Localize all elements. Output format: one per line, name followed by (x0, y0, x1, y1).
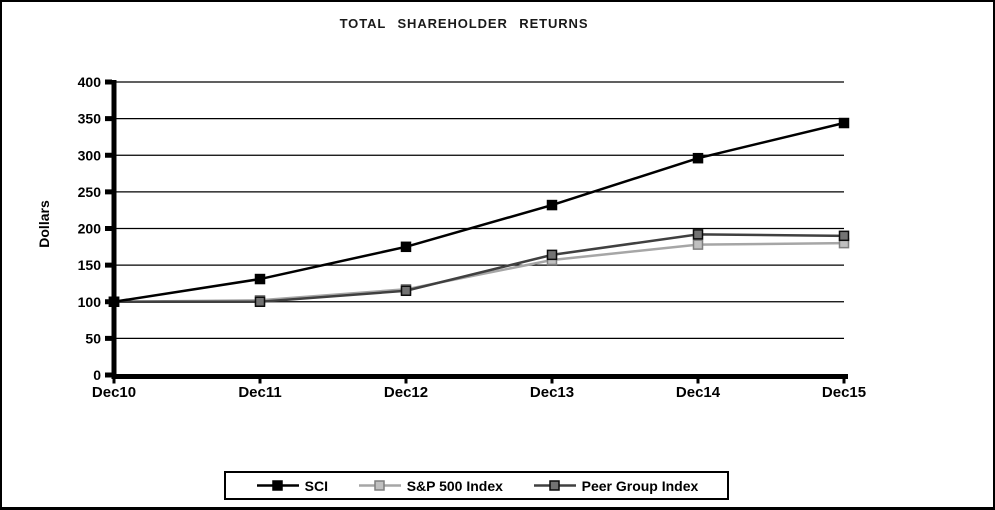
x-tick-label-Dec11: Dec11 (238, 384, 281, 401)
y-tick-label-150: 150 (78, 257, 102, 273)
data-point-marker-0-Dec11 (254, 273, 266, 285)
legend-label-peer-group: Peer Group Index (581, 477, 699, 494)
series-line-0 (113, 121, 845, 303)
series-line-2 (114, 233, 845, 303)
data-point-marker-0-Dec15 (838, 117, 850, 129)
y-tick-label-400: 400 (78, 74, 102, 90)
data-point-marker-2-Dec13 (546, 249, 558, 261)
data-point-marker-2-Dec15 (838, 230, 850, 242)
x-tick-label-Dec10: Dec10 (92, 384, 136, 401)
x-tick-label-Dec14: Dec14 (676, 384, 721, 401)
data-point-marker-2-Dec14 (692, 229, 704, 240)
data-point-marker-0-Dec10 (108, 296, 120, 307)
legend-line-sample-sci (256, 480, 299, 491)
x-tick-label-Dec15: Dec15 (822, 384, 866, 401)
data-point-marker-0-Dec12 (400, 241, 412, 253)
chart-title: TOTAL SHAREHOLDER RETURNS (339, 16, 589, 31)
y-tick-label-250: 250 (78, 184, 102, 200)
legend-line-sample-peer-group (533, 480, 576, 491)
y-tick-label-200: 200 (78, 221, 102, 237)
x-tick-label-Dec13: Dec13 (530, 384, 574, 401)
x-tick-label-Dec12: Dec12 (384, 384, 428, 401)
legend: SCI S&P 500 Index Peer Group Index (224, 471, 729, 500)
data-point-marker-0-Dec14 (692, 152, 704, 164)
legend-item-sci: SCI (255, 478, 328, 494)
legend-item-peer-group: Peer Group Index (532, 477, 699, 494)
y-tick-label-0: 0 (93, 367, 101, 383)
data-point-marker-2-Dec12 (400, 285, 412, 297)
legend-label-sci: SCI (304, 477, 329, 494)
y-tick-label-50: 50 (85, 330, 101, 346)
data-point-marker-0-Dec13 (546, 199, 558, 211)
y-tick-label-100: 100 (78, 294, 102, 310)
legend-line-sample-sp500 (358, 480, 401, 491)
data-point-marker-1-Dec14 (692, 239, 704, 250)
data-point-marker-2-Dec11 (254, 296, 266, 307)
legend-item-sp500: S&P 500 Index (357, 478, 503, 494)
y-tick-label-350: 350 (78, 111, 102, 127)
y-tick-label-300: 300 (78, 147, 102, 163)
legend-label-sp500: S&P 500 Index (406, 477, 503, 494)
